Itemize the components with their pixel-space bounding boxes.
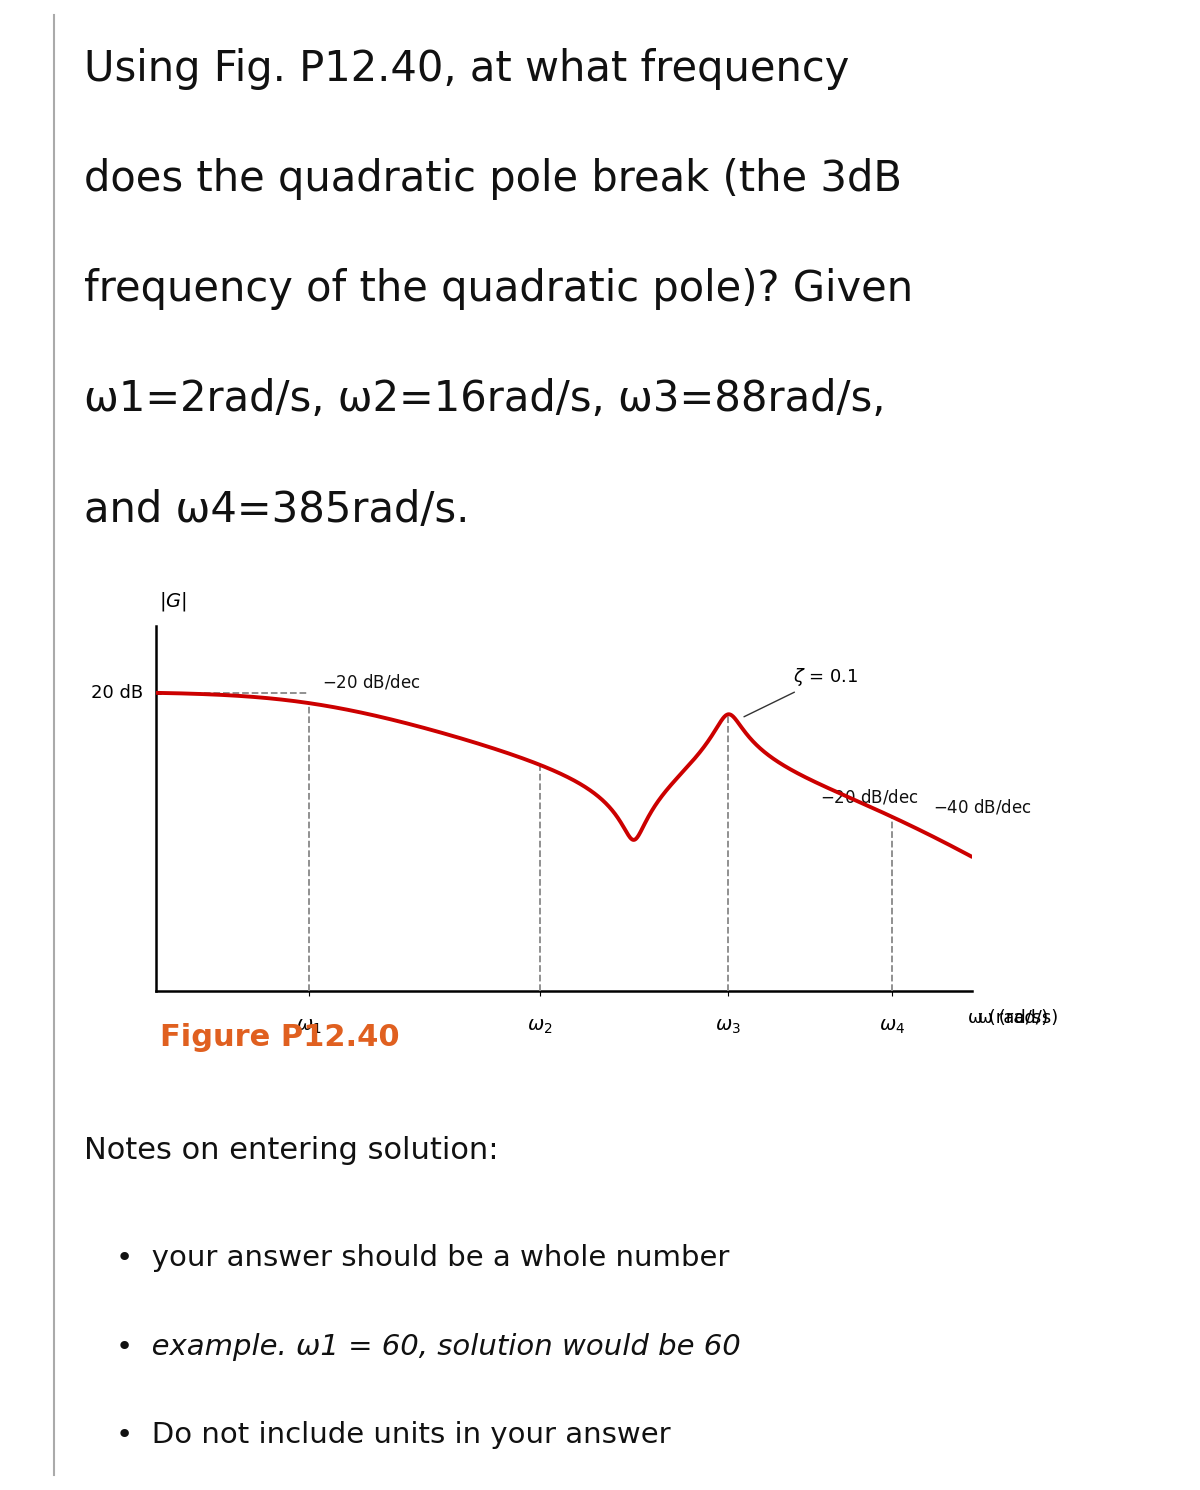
Text: $-$20 dB/dec: $-$20 dB/dec	[322, 673, 421, 691]
Text: $|G|$: $|G|$	[158, 590, 186, 612]
Text: and ω4=385rad/s.: and ω4=385rad/s.	[84, 489, 469, 530]
Text: Figure P12.40: Figure P12.40	[160, 1022, 400, 1052]
Text: ω (rad/s): ω (rad/s)	[978, 1010, 1058, 1028]
Text: $\omega_1$: $\omega_1$	[296, 1016, 322, 1036]
Text: frequency of the quadratic pole)? Given: frequency of the quadratic pole)? Given	[84, 268, 913, 310]
Text: •  your answer should be a whole number: • your answer should be a whole number	[116, 1244, 730, 1272]
Text: $-$40 dB/dec: $-$40 dB/dec	[932, 797, 1031, 817]
Text: ω1=2rad/s, ω2=16rad/s, ω3=88rad/s,: ω1=2rad/s, ω2=16rad/s, ω3=88rad/s,	[84, 378, 886, 420]
Text: $\omega_3$: $\omega_3$	[715, 1016, 742, 1036]
Text: Using Fig. P12.40, at what frequency: Using Fig. P12.40, at what frequency	[84, 48, 850, 89]
Text: 20 dB: 20 dB	[91, 684, 143, 702]
Text: $-$20 dB/dec: $-$20 dB/dec	[821, 787, 919, 806]
Text: $\zeta$ = 0.1: $\zeta$ = 0.1	[744, 666, 858, 717]
Text: $\omega_4$: $\omega_4$	[878, 1016, 905, 1036]
Text: ω (rad/s): ω (rad/s)	[967, 1010, 1048, 1028]
Text: does the quadratic pole break (the 3dB: does the quadratic pole break (the 3dB	[84, 158, 902, 200]
Text: $\omega_2$: $\omega_2$	[527, 1016, 552, 1036]
Text: Notes on entering solution:: Notes on entering solution:	[84, 1135, 498, 1165]
Text: •  Do not include units in your answer: • Do not include units in your answer	[116, 1421, 671, 1450]
Text: •  example. ω1 = 60, solution would be 60: • example. ω1 = 60, solution would be 60	[116, 1332, 742, 1360]
